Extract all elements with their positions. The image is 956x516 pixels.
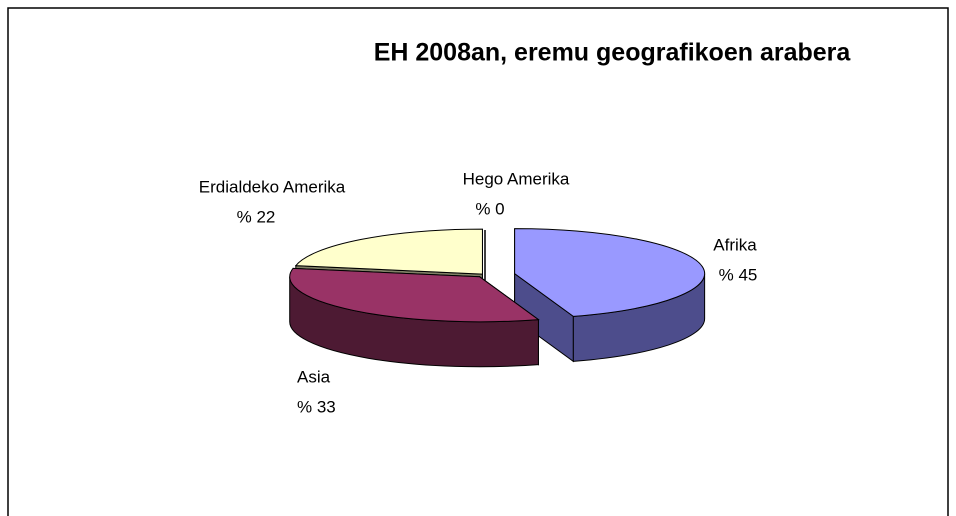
slice-label: Afrika — [713, 235, 757, 254]
pie-slice — [289, 267, 540, 323]
slice-value-label: % 45 — [719, 265, 758, 284]
slice-label: Asia — [297, 367, 331, 386]
slice-label: Erdialdeko Amerika — [199, 177, 346, 196]
slice-value-label: % 33 — [297, 397, 336, 416]
pie-slice — [294, 228, 483, 275]
slice-label: Hego Amerika — [463, 169, 570, 188]
chart-title: EH 2008an, eremu geografikoen arabera — [374, 39, 852, 67]
chart-frame — [7, 7, 949, 516]
slice-value-label: % 22 — [237, 207, 276, 226]
slice-value-label: % 0 — [475, 199, 504, 218]
pie-slice — [514, 228, 706, 317]
